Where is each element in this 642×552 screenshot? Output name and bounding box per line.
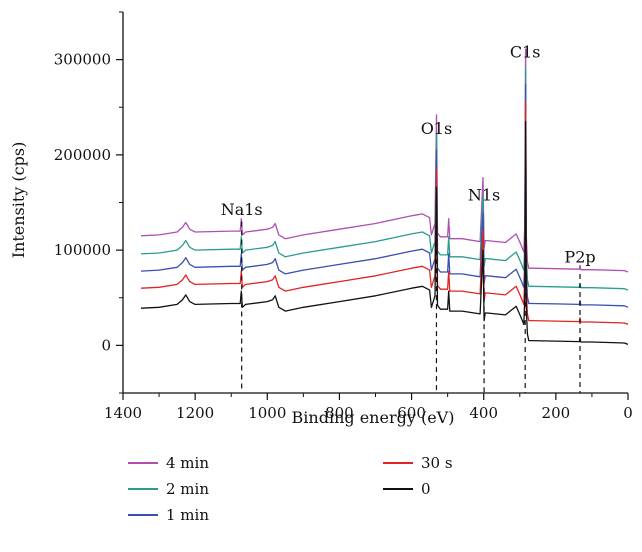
- series-line-0: [140, 120, 629, 346]
- y-axis-title: Intensity (cps): [9, 142, 28, 259]
- series-line-4-min: [140, 48, 629, 273]
- peak-label-N1s: N1s: [468, 186, 500, 205]
- x-axis-title: Binding energy (eV): [292, 408, 455, 427]
- x-tick-label: 0: [623, 404, 633, 422]
- x-tick-label: 1200: [176, 404, 214, 422]
- legend-label: 1 min: [166, 506, 209, 524]
- x-tick-label: 600: [397, 404, 426, 422]
- peak-label-P2p: P2p: [564, 248, 595, 267]
- chart-annotation-layer: Na1s O1s N1s C1s P2p: [221, 43, 596, 393]
- x-tick-label: 200: [542, 404, 571, 422]
- x-tick-label: 1400: [104, 404, 142, 422]
- y-tick-label: 0: [101, 336, 111, 354]
- chart-series-layer: [140, 48, 629, 346]
- x-tick-label: 800: [325, 404, 354, 422]
- peak-label-C1s: C1s: [510, 43, 541, 62]
- y-tick-label: 200000: [54, 146, 111, 164]
- series-line-2-min: [140, 66, 629, 291]
- legend-label: 2 min: [166, 480, 209, 498]
- y-tick-label: 300000: [54, 51, 111, 69]
- legend-label: 30 s: [421, 454, 453, 472]
- x-tick-label: 400: [469, 404, 498, 422]
- series-line-1-min: [140, 83, 629, 308]
- peak-label-O1s: O1s: [421, 119, 453, 138]
- y-tick-label: 100000: [54, 241, 111, 259]
- x-tick-label: 1000: [248, 404, 286, 422]
- peak-label-Na1s: Na1s: [221, 200, 263, 219]
- chart-legend: 4 min 2 min 1 min 30 s 0: [128, 454, 453, 524]
- series-line-30-s: [140, 100, 629, 326]
- legend-label: 0: [421, 480, 431, 498]
- legend-label: 4 min: [166, 454, 209, 472]
- chart-axes: 1400 1200 1000 800 600 400 200 0 0 100000 200000 30…: [54, 11, 633, 422]
